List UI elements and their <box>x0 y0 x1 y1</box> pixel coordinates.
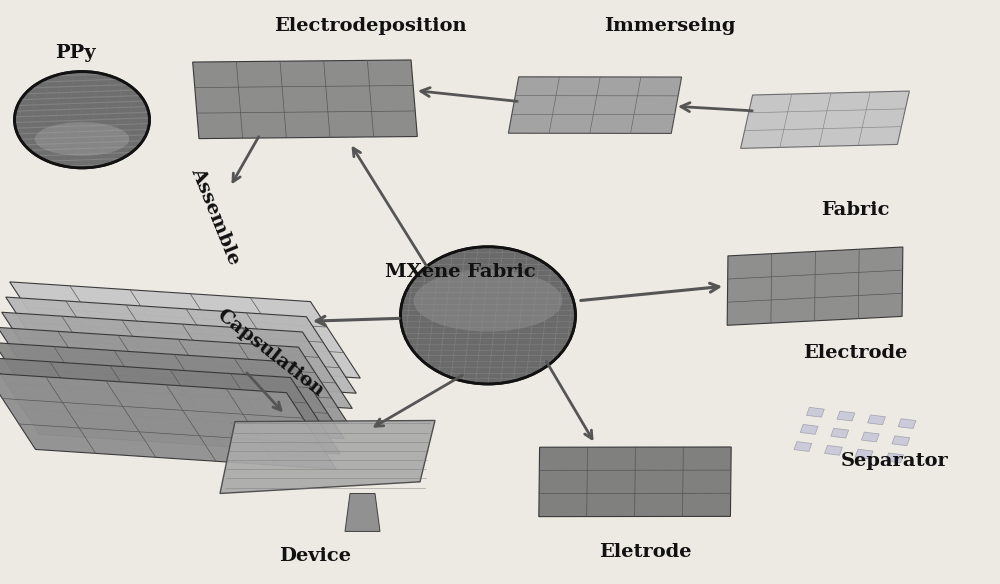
Polygon shape <box>727 247 903 325</box>
Text: Eletrode: Eletrode <box>599 543 691 561</box>
Polygon shape <box>6 297 356 393</box>
Text: Electrodeposition: Electrodeposition <box>274 18 466 35</box>
Polygon shape <box>193 60 417 138</box>
Polygon shape <box>741 91 909 148</box>
Polygon shape <box>0 328 348 423</box>
Polygon shape <box>220 420 435 493</box>
Ellipse shape <box>400 247 576 384</box>
Text: Assemble: Assemble <box>187 165 243 267</box>
Ellipse shape <box>414 270 562 332</box>
Polygon shape <box>2 312 352 408</box>
Polygon shape <box>825 446 842 456</box>
Polygon shape <box>861 432 879 442</box>
Polygon shape <box>0 358 340 454</box>
Polygon shape <box>800 425 818 434</box>
Text: MXene Fabric: MXene Fabric <box>385 263 535 280</box>
Text: PPy: PPy <box>55 44 95 61</box>
Text: Capsulation: Capsulation <box>213 306 327 401</box>
Polygon shape <box>806 407 824 417</box>
Polygon shape <box>831 428 849 438</box>
Polygon shape <box>886 453 904 463</box>
Text: Electrode: Electrode <box>803 345 907 362</box>
Text: Immerseing: Immerseing <box>604 18 736 35</box>
Polygon shape <box>10 282 360 378</box>
Polygon shape <box>892 436 910 446</box>
Text: Separator: Separator <box>841 453 949 470</box>
Polygon shape <box>345 493 380 531</box>
Polygon shape <box>868 415 885 425</box>
Polygon shape <box>508 77 682 133</box>
Ellipse shape <box>14 71 150 168</box>
Text: Fabric: Fabric <box>821 201 889 219</box>
Polygon shape <box>855 449 873 459</box>
Polygon shape <box>0 343 344 439</box>
Polygon shape <box>0 373 336 469</box>
Polygon shape <box>837 411 855 421</box>
Polygon shape <box>539 447 731 517</box>
Text: Device: Device <box>279 547 351 565</box>
Polygon shape <box>794 442 812 451</box>
Polygon shape <box>898 419 916 429</box>
Ellipse shape <box>35 122 129 156</box>
